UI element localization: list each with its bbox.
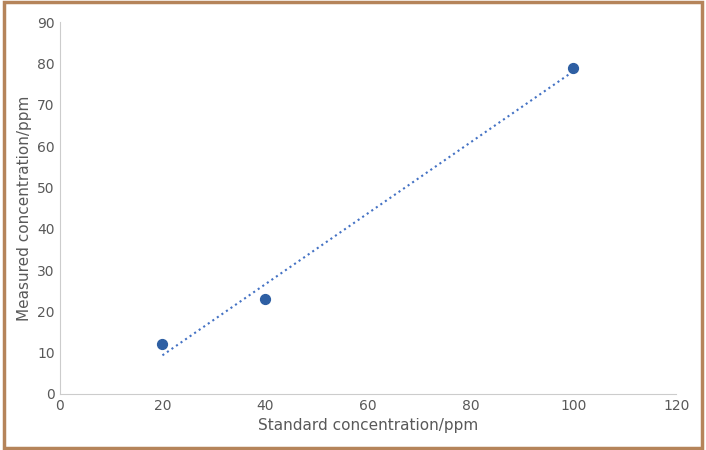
X-axis label: Standard concentration/ppm: Standard concentration/ppm — [258, 418, 478, 433]
Y-axis label: Measured concentration/ppm: Measured concentration/ppm — [17, 95, 32, 321]
Point — [260, 295, 271, 302]
Point — [568, 64, 579, 71]
Point — [157, 341, 168, 348]
